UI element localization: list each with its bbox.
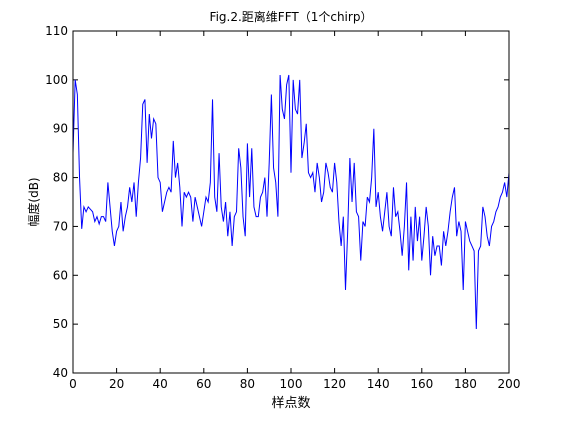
x-tick-label: 120 <box>323 377 346 391</box>
x-tick-label: 200 <box>498 377 521 391</box>
y-tick-label: 80 <box>53 171 68 185</box>
series-line <box>72 74 510 330</box>
y-tick-label: 70 <box>53 219 68 233</box>
x-tick-label: 160 <box>410 377 433 391</box>
x-tick-label: 40 <box>153 377 168 391</box>
y-axis-label: 幅度(dB) <box>26 177 41 226</box>
y-tick-label: 100 <box>45 73 68 87</box>
plot-area <box>73 31 509 373</box>
chart-title: Fig.2.距离维FFT（1个chirp） <box>210 9 373 24</box>
x-tick-label: 180 <box>454 377 477 391</box>
y-tick-label: 40 <box>53 366 68 380</box>
y-tick-label: 110 <box>45 24 68 38</box>
x-axis-label: 样点数 <box>271 396 310 411</box>
x-tick-label: 80 <box>240 377 255 391</box>
y-axis-ticks: 40 50 60 70 80 90 100 110 <box>45 24 509 380</box>
x-tick-label: 140 <box>367 377 390 391</box>
x-axis-ticks: 0 20 40 60 80 100 120 140 160 180 200 <box>69 31 520 391</box>
y-tick-label: 90 <box>53 122 68 136</box>
y-tick-label: 60 <box>53 268 68 282</box>
x-tick-label: 0 <box>69 377 77 391</box>
x-tick-label: 100 <box>280 377 303 391</box>
y-tick-label: 50 <box>53 317 68 331</box>
x-tick-label: 20 <box>109 377 124 391</box>
x-tick-label: 60 <box>196 377 211 391</box>
plot-frame <box>72 30 510 374</box>
